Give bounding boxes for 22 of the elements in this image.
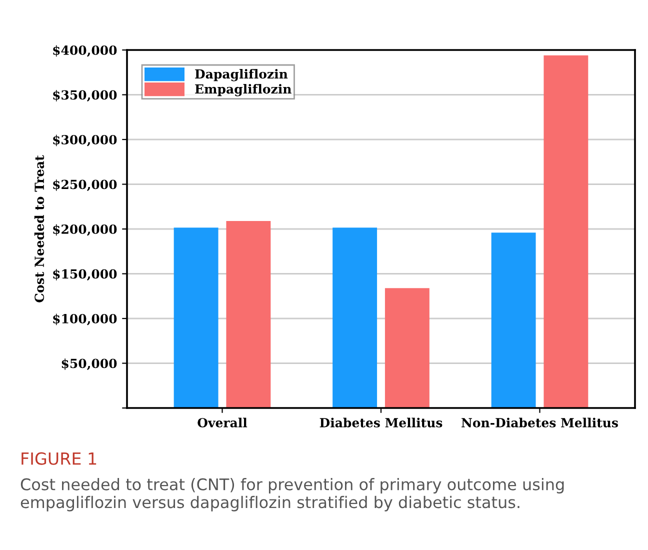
y-tick-label: $400,000 [53,45,117,57]
y-tick-label: $50,000 [62,358,117,370]
bar [491,232,536,408]
legend-label: Empagliflozin [195,84,292,96]
x-tick-label: Overall [198,418,248,428]
bar [174,228,218,408]
y-tick-label: $150,000 [53,268,117,281]
x-tick-label: Non-Diabetes Mellitus [462,418,618,428]
y-axis-title: Cost Needed to Treat [34,155,44,302]
bar [544,55,588,408]
x-tick-label: Diabetes Mellitus [320,418,442,428]
bar [226,220,271,408]
y-tick-label: $300,000 [53,134,117,146]
y-tick-label: $250,000 [53,179,117,192]
y-tick-label: $350,000 [53,90,117,102]
bar [384,288,430,408]
y-tick-label: $200,000 [53,224,117,236]
caption: FIGURE 1 [22,452,96,465]
y-tick-label: $100,000 [53,314,117,326]
text: Cost needed to treat (CNT) for prevention of primary outcome using empagliflozin versus dapagliflozin stratified by diabetic status. [20,478,564,512]
bar [332,228,378,408]
legend-label: Dapagliflozin [195,69,288,82]
